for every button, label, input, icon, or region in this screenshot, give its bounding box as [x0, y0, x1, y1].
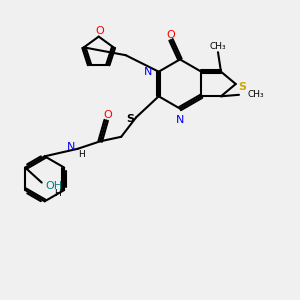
Text: N: N	[67, 142, 75, 152]
Text: N: N	[176, 115, 184, 125]
Text: O: O	[103, 110, 112, 120]
Text: H: H	[78, 150, 85, 159]
Text: O: O	[96, 26, 105, 36]
Text: H: H	[54, 190, 61, 199]
Text: O: O	[167, 29, 176, 40]
Text: S: S	[126, 114, 134, 124]
Text: S: S	[239, 82, 247, 92]
Text: OH: OH	[45, 181, 62, 190]
Text: CH₃: CH₃	[248, 90, 265, 99]
Text: CH₃: CH₃	[210, 42, 226, 51]
Text: N: N	[144, 67, 152, 77]
